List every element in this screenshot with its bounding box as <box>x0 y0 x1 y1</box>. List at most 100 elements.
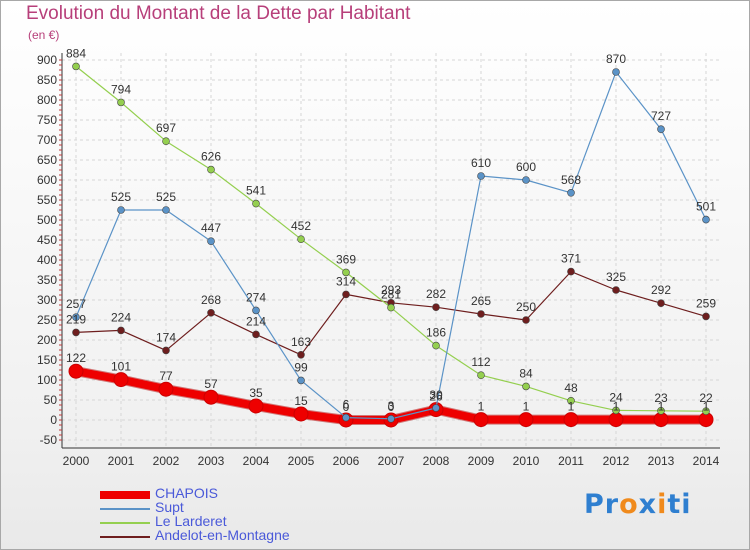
data-label-supt: 30 <box>429 388 443 402</box>
data-label-supt: 610 <box>471 156 491 170</box>
data-label-le-larderet: 626 <box>201 150 221 164</box>
data-label-chapois: 1 <box>658 400 665 414</box>
data-label-andelot-en-montagne: 325 <box>606 270 626 284</box>
data-point-supt <box>117 206 125 214</box>
data-label-le-larderet: 186 <box>426 326 446 340</box>
data-label-supt: 525 <box>111 190 131 204</box>
y-tick-label: -50 <box>40 433 58 447</box>
legend-label-supt: Supt <box>155 499 184 515</box>
data-point-supt <box>207 237 215 245</box>
data-label-supt: 727 <box>651 109 671 123</box>
y-tick-label: 200 <box>37 333 57 347</box>
data-point-le-larderet <box>387 303 395 312</box>
data-point-andelot-en-montagne <box>252 330 260 339</box>
data-label-le-larderet: 24 <box>609 390 623 404</box>
legend-item-andelot[interactable]: Andelot-en-Montagne <box>98 527 358 546</box>
y-tick-label: 700 <box>37 133 57 147</box>
y-tick-label: 400 <box>37 253 57 267</box>
data-label-andelot-en-montagne: 163 <box>291 335 311 349</box>
data-point-chapois <box>473 412 489 428</box>
x-tick-label: 2006 <box>333 454 360 468</box>
logo-part: x <box>638 489 658 520</box>
legend-swatch-andelot <box>100 536 150 538</box>
data-point-andelot-en-montagne <box>612 286 620 294</box>
y-tick-label: 350 <box>37 273 57 287</box>
y-tick-label: 0 <box>50 413 57 427</box>
data-label-le-larderet: 281 <box>381 288 401 302</box>
data-label-le-larderet: 541 <box>246 184 266 198</box>
y-tick-label: 250 <box>37 313 57 327</box>
x-tick-label: 2001 <box>108 454 135 468</box>
data-label-chapois: 1 <box>478 400 485 414</box>
logo-part: o <box>619 489 639 520</box>
data-label-chapois: 0 <box>388 400 395 414</box>
legend-item-le-larderet[interactable]: Le Larderet <box>98 513 358 532</box>
data-point-le-larderet <box>207 165 215 174</box>
data-point-andelot-en-montagne <box>297 350 305 359</box>
y-tick-label: 650 <box>37 153 57 167</box>
data-label-supt: 274 <box>246 290 266 304</box>
data-label-chapois: 1 <box>568 400 575 414</box>
data-point-chapois <box>563 412 579 428</box>
data-label-andelot-en-montagne: 371 <box>561 252 581 266</box>
x-tick-label: 2007 <box>378 454 405 468</box>
legend-label-chapois: CHAPOIS <box>155 485 219 501</box>
data-label-le-larderet: 22 <box>699 391 713 405</box>
data-label-chapois: 35 <box>249 386 263 400</box>
legend-label-le-larderet: Le Larderet <box>155 513 227 529</box>
data-point-supt <box>252 306 260 315</box>
data-point-le-larderet <box>252 199 260 208</box>
data-label-chapois: 15 <box>294 394 308 408</box>
data-point-supt <box>612 68 620 76</box>
logo-part: Pr <box>584 489 620 520</box>
y-tick-label: 800 <box>37 93 57 107</box>
x-tick-label: 2009 <box>468 454 495 468</box>
data-label-andelot-en-montagne: 219 <box>66 312 86 326</box>
legend-item-supt[interactable]: Supt <box>98 499 358 518</box>
data-label-andelot-en-montagne: 214 <box>246 314 266 328</box>
data-point-chapois <box>608 412 624 428</box>
data-point-le-larderet <box>522 382 530 391</box>
data-label-supt: 870 <box>606 52 626 66</box>
data-label-le-larderet: 84 <box>519 366 533 380</box>
x-tick-label: 2013 <box>648 454 675 468</box>
logo-part: i <box>657 489 668 520</box>
x-tick-label: 2012 <box>603 454 630 468</box>
data-point-supt <box>342 413 350 422</box>
data-label-supt: 99 <box>294 360 308 374</box>
data-point-le-larderet <box>477 371 485 380</box>
data-point-supt <box>657 125 665 133</box>
logo-part: ti <box>667 489 692 520</box>
y-tick-label: 600 <box>37 173 57 187</box>
x-tick-label: 2008 <box>423 454 450 468</box>
data-label-supt: 3 <box>388 399 395 413</box>
data-point-supt <box>387 414 395 423</box>
data-point-andelot-en-montagne <box>162 346 170 355</box>
data-label-le-larderet: 23 <box>654 391 668 405</box>
data-point-andelot-en-montagne <box>342 290 350 299</box>
data-label-andelot-en-montagne: 292 <box>651 283 671 297</box>
y-tick-label: 750 <box>37 113 57 127</box>
data-label-andelot-en-montagne: 282 <box>426 287 446 301</box>
data-point-supt <box>702 215 710 224</box>
y-tick-label: 50 <box>44 393 58 407</box>
data-point-chapois <box>293 406 309 422</box>
data-label-chapois: 101 <box>111 360 131 374</box>
data-point-le-larderet <box>72 62 80 71</box>
y-tick-label: 100 <box>37 373 57 387</box>
data-point-chapois <box>248 398 264 414</box>
data-point-andelot-en-montagne <box>72 328 80 337</box>
data-label-andelot-en-montagne: 268 <box>201 293 221 307</box>
data-label-andelot-en-montagne: 174 <box>156 330 176 344</box>
data-label-chapois: 26 <box>429 390 443 404</box>
legend-item-chapois[interactable]: CHAPOIS <box>98 485 358 504</box>
data-point-le-larderet <box>432 341 440 350</box>
data-point-andelot-en-montagne <box>477 310 485 318</box>
x-tick-label: 2002 <box>153 454 180 468</box>
x-tick-label: 2005 <box>288 454 315 468</box>
y-tick-label: 300 <box>37 293 57 307</box>
data-label-le-larderet: 794 <box>111 82 131 96</box>
data-label-le-larderet: 452 <box>291 219 311 233</box>
